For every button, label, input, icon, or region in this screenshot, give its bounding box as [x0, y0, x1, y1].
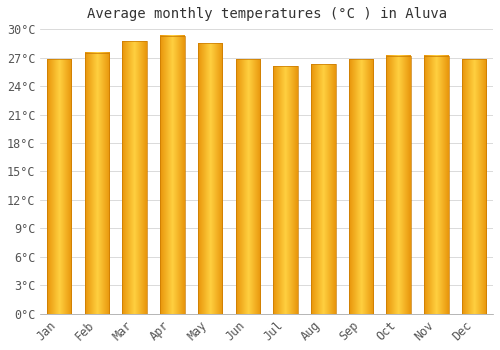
Bar	[198, 43, 222, 314]
Bar	[386, 56, 411, 314]
Bar	[274, 66, 298, 314]
Bar	[348, 60, 374, 314]
Title: Average monthly temperatures (°C ) in Aluva: Average monthly temperatures (°C ) in Al…	[86, 7, 446, 21]
Bar	[84, 53, 109, 314]
Bar	[47, 60, 72, 314]
Bar	[122, 41, 147, 314]
Bar	[236, 60, 260, 314]
Bar	[160, 36, 184, 314]
Bar	[311, 64, 336, 314]
Bar	[462, 60, 486, 314]
Bar	[424, 56, 448, 314]
